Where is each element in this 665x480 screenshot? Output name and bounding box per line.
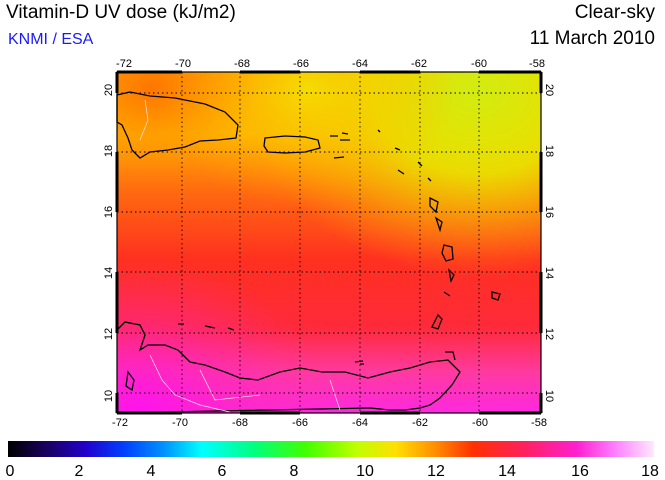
lat-tick-right: 12 [543,328,555,340]
organization-label: KNMI / ESA [8,31,94,48]
hispaniola-coast [116,91,239,159]
lat-tick-right: 20 [543,84,555,96]
lat-tick-left: 16 [103,206,115,218]
colorbar-label: 0 [6,463,15,480]
colorbar-label: 14 [498,463,516,480]
lon-tick-top: -64 [352,58,368,70]
lat-tick-right: 18 [543,145,555,157]
aruba-curacao [178,323,235,331]
lon-ticks-bottom: -72 -70 -68 -66 -64 -62 -60 -58 [112,417,547,429]
lon-tick-bottom: -58 [531,417,547,429]
lon-tick-top: -70 [175,58,191,70]
lon-tick-top: -58 [529,58,545,70]
lat-tick-right: 14 [543,267,555,279]
frame-border-bars [115,70,543,415]
date-label: 11 March 2010 [529,28,655,49]
lon-tick-top: -66 [293,58,309,70]
lon-tick-bottom: -62 [412,417,428,429]
uv-dose-map: -72 -70 -68 -66 -64 -62 -60 -58 -72 -70 … [103,58,555,429]
country-borders [139,99,341,413]
lon-tick-top: -62 [411,58,427,70]
colorbar-label: 16 [571,463,589,480]
colorbar-label: 2 [75,463,84,480]
lon-tick-top: -68 [234,58,250,70]
colorbar-label: 6 [218,463,227,480]
colorbar-label: 18 [641,463,659,480]
lon-tick-top: -60 [471,58,487,70]
map-frame [116,71,542,414]
lon-tick-bottom: -72 [112,417,128,429]
map-title: Vitamin-D UV dose (kJ/m2) [6,2,236,23]
colorbar-labels: 0 2 4 6 8 10 12 14 16 18 [6,463,659,480]
colorbar-label: 12 [427,463,445,480]
lat-tick-left: 12 [103,328,115,340]
lon-tick-bottom: -60 [472,417,488,429]
lon-tick-bottom: -66 [292,417,308,429]
lat-tick-left: 20 [103,84,115,96]
lat-ticks-right: 10 12 14 16 18 20 [543,84,555,402]
coastlines [116,91,501,414]
lon-tick-bottom: -68 [232,417,248,429]
south-america-coast [116,321,461,414]
colorbar-label: 10 [356,463,374,480]
lesser-antilles [377,129,501,330]
lon-tick-top: -72 [116,58,132,70]
lat-tick-right: 16 [543,206,555,218]
colorbar-label: 4 [147,463,156,480]
lat-tick-left: 10 [103,390,115,402]
lat-ticks-left: 10 12 14 16 18 20 [103,84,115,402]
virgin-islands [330,132,350,159]
puerto-rico-coast [263,135,321,154]
colorbar-gradient [8,441,654,457]
sky-condition-label: Clear-sky [574,2,655,23]
graticule [117,72,541,413]
lon-tick-bottom: -64 [352,417,368,429]
lat-tick-left: 18 [103,145,115,157]
lon-ticks-top: -72 -70 -68 -66 -64 -62 -60 -58 [116,58,545,70]
margarita-trinidad [354,351,456,365]
lat-tick-left: 14 [103,267,115,279]
colorbar-label: 8 [290,463,299,480]
lon-tick-bottom: -70 [172,417,188,429]
maracaibo-lake [125,370,135,392]
lat-tick-right: 10 [543,390,555,402]
